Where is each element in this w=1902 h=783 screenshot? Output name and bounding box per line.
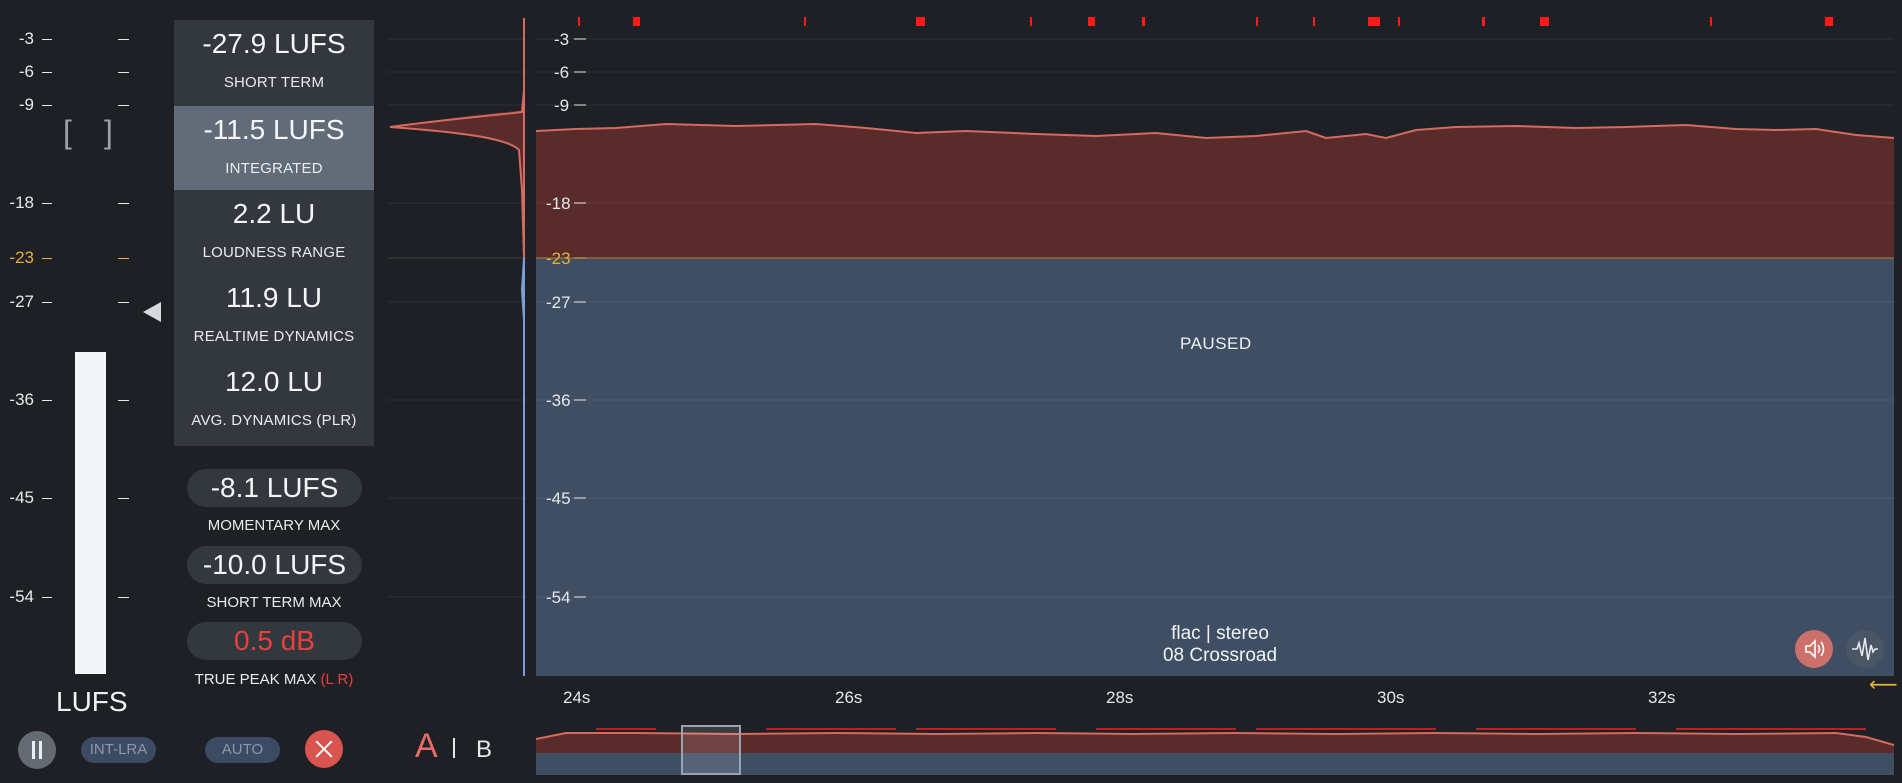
meter-tick: -45 <box>0 488 52 508</box>
meter-tick-target: -23 <box>0 248 52 268</box>
short-term-max-value[interactable]: -10.0 LUFS <box>187 546 362 584</box>
loudness-curve <box>536 122 1894 140</box>
true-peak-max-value[interactable]: 0.5 dB <box>187 622 362 660</box>
true-peak-label-text: TRUE PEAK MAX <box>194 671 317 688</box>
overview-viewport-handle <box>681 725 741 775</box>
meter-unit-label: LUFS <box>56 686 128 717</box>
overview-timeline[interactable] <box>536 725 1894 775</box>
meter-tick: -18 <box>0 193 52 213</box>
graph-tick-target: -23 <box>546 249 571 268</box>
loudness-below-target-area <box>536 258 1894 676</box>
stat-realtime-dynamics[interactable]: 11.9 LU REALTIME DYNAMICS <box>174 274 374 358</box>
speaker-icon <box>1805 639 1825 659</box>
stat-avg-dynamics[interactable]: 12.0 LU AVG. DYNAMICS (PLR) <box>174 358 374 442</box>
momentary-max-value[interactable]: -8.1 LUFS <box>187 469 362 507</box>
meter-tick: -54 <box>0 587 52 607</box>
graph-tick: -3 <box>554 30 569 49</box>
paused-status: PAUSED <box>1180 334 1252 353</box>
graph-tick: -45 <box>546 489 571 508</box>
loudness-above-target-area <box>536 124 1894 258</box>
lra-bracket-right: ] <box>104 114 113 150</box>
meter-tick: -9 <box>0 95 52 115</box>
meter-right-dash-target <box>118 258 129 259</box>
momentary-max-label: MOMENTARY MAX <box>207 517 341 534</box>
graph-tick: -18 <box>546 194 571 213</box>
stat-value: 11.9 LU <box>226 282 322 313</box>
loudness-history-graph: -3 -6 -9 -18 -23 -27 -36 -45 -54 <box>536 17 1894 676</box>
auto-button[interactable]: AUTO <box>205 737 280 763</box>
meter-right-dash <box>118 400 129 401</box>
time-label: 32s <box>1648 688 1676 707</box>
ab-a-button[interactable]: A <box>415 727 438 765</box>
track-name: 08 Crossroad <box>1162 645 1278 666</box>
ab-b-button[interactable]: B <box>476 736 493 763</box>
meter-right-dash <box>118 203 129 204</box>
stat-label: AVG. DYNAMICS (PLR) <box>191 412 357 429</box>
ab-separator <box>453 738 455 758</box>
stat-value: -27.9 LUFS <box>202 28 346 59</box>
reset-button[interactable] <box>305 730 343 768</box>
meter-tick: -36 <box>0 390 52 410</box>
true-peak-channels: (L R) <box>320 671 354 688</box>
stat-label: SHORT TERM <box>223 74 325 91</box>
stat-value: -11.5 LUFS <box>203 114 345 145</box>
stats-panel: -27.9 LUFS SHORT TERM -11.5 LUFS INTEGRA… <box>174 20 374 446</box>
meter-right-dash <box>118 105 129 106</box>
stat-value: 12.0 LU <box>224 366 324 397</box>
graph-tick: -9 <box>554 96 569 115</box>
stat-label: REALTIME DYNAMICS <box>193 328 355 345</box>
graph-tick: -6 <box>554 63 569 82</box>
graph-tick: -27 <box>546 293 571 312</box>
int-lra-button[interactable]: INT-LRA <box>81 737 156 763</box>
stat-label: INTEGRATED <box>225 160 323 177</box>
graph-tick: -36 <box>546 391 571 410</box>
time-label: 26s <box>835 688 863 707</box>
loudness-level-bar <box>75 352 106 674</box>
stat-integrated[interactable]: -11.5 LUFS INTEGRATED <box>174 106 374 190</box>
back-arrow-icon[interactable]: ⟵ <box>1869 674 1898 696</box>
loudness-histogram <box>388 20 526 676</box>
time-label: 30s <box>1377 688 1405 707</box>
lra-bracket-left: [ <box>63 114 72 150</box>
graph-tick: -54 <box>546 588 571 607</box>
meter-right-dash <box>118 498 129 499</box>
waveform-icon <box>1852 637 1878 661</box>
true-peak-markers <box>578 17 1833 26</box>
true-peak-max-label: TRUE PEAK MAX (L R) <box>174 671 374 688</box>
short-term-max-label: SHORT TERM MAX <box>206 594 342 611</box>
meter-right-dash <box>118 302 129 303</box>
playhead-loud <box>523 18 525 258</box>
speaker-button[interactable] <box>1795 630 1833 668</box>
time-label: 28s <box>1106 688 1134 707</box>
waveform-button[interactable] <box>1846 630 1884 668</box>
left-triangle-icon[interactable] <box>143 302 161 322</box>
stat-loudness-range[interactable]: 2.2 LU LOUDNESS RANGE <box>174 190 374 274</box>
file-format: flac | stereo <box>1171 623 1269 644</box>
meter-right-dash <box>118 597 129 598</box>
time-label: 24s <box>563 688 591 707</box>
playhead-quiet <box>523 258 525 676</box>
meter-right-dash <box>118 72 129 73</box>
meter-tick: -6 <box>0 62 52 82</box>
meter-tick: -27 <box>0 292 52 312</box>
meter-right-dash <box>118 39 129 40</box>
stat-label: LOUDNESS RANGE <box>202 244 346 261</box>
pause-button[interactable] <box>18 731 56 769</box>
meter-tick: -3 <box>0 29 52 49</box>
stat-short-term[interactable]: -27.9 LUFS SHORT TERM <box>174 20 374 104</box>
stat-value: 2.2 LU <box>232 198 316 229</box>
